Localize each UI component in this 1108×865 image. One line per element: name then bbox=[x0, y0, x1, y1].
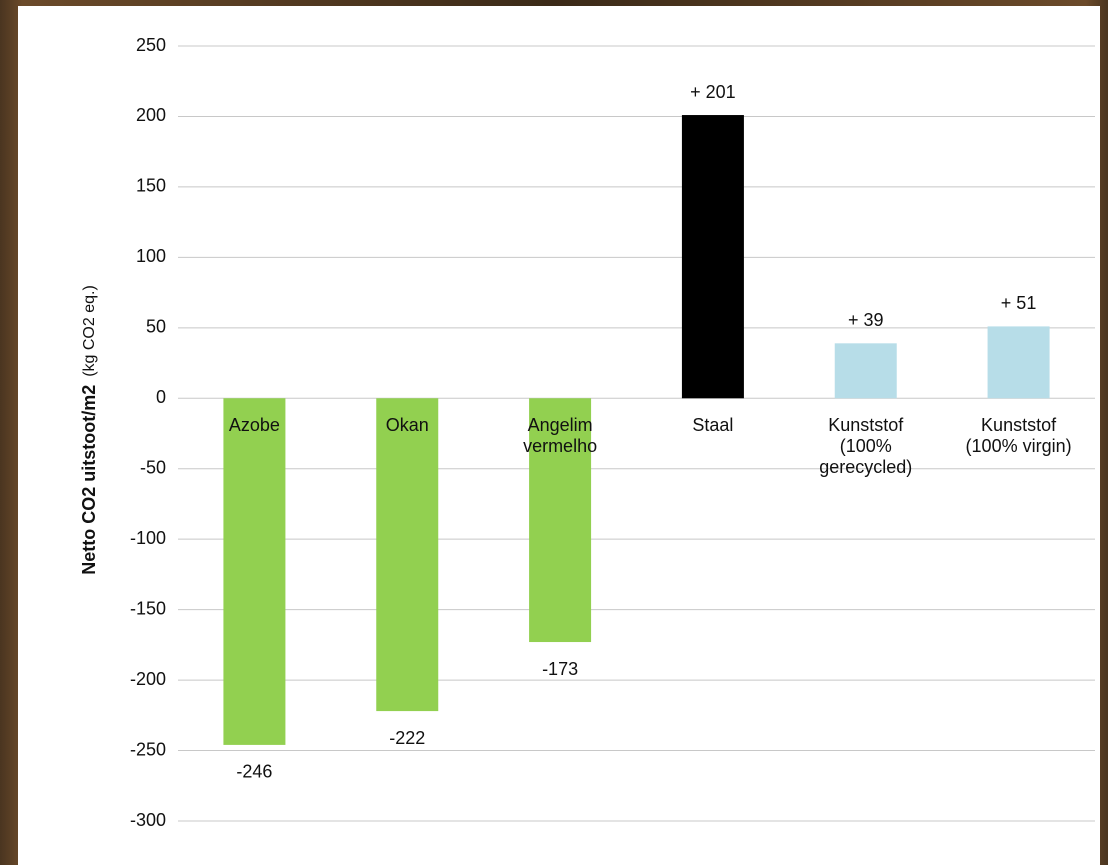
x-tick-label: Azobe bbox=[229, 415, 280, 435]
x-tick-label: vermelho bbox=[523, 436, 597, 456]
value-label: -173 bbox=[542, 659, 578, 679]
y-tick-label: 0 bbox=[156, 387, 166, 407]
bar bbox=[834, 343, 897, 399]
y-tick-label: 150 bbox=[136, 176, 166, 196]
y-tick-label: -250 bbox=[130, 739, 166, 759]
y-tick-label: -200 bbox=[130, 669, 166, 689]
x-tick-label: (100% bbox=[840, 436, 892, 456]
bar bbox=[987, 326, 1050, 399]
y-tick-label: 200 bbox=[136, 105, 166, 125]
value-label: + 51 bbox=[1001, 293, 1037, 313]
value-label: + 201 bbox=[690, 82, 736, 102]
x-tick-label: Staal bbox=[692, 415, 733, 435]
y-axis-unit: (kg CO2 eq.) bbox=[81, 285, 98, 377]
bar bbox=[529, 398, 592, 643]
bar bbox=[376, 398, 439, 712]
x-tick-label: gerecycled) bbox=[819, 457, 912, 477]
x-tick-label: Kunststof bbox=[828, 415, 904, 435]
x-tick-label: Okan bbox=[386, 415, 429, 435]
bar bbox=[223, 398, 286, 745]
y-tick-label: -150 bbox=[130, 598, 166, 618]
value-label: -222 bbox=[389, 728, 425, 748]
y-axis-label: Netto CO2 uitstoot/m2 (kg CO2 eq.) bbox=[79, 285, 99, 575]
y-tick-label: -300 bbox=[130, 810, 166, 830]
y-tick-label: 50 bbox=[146, 317, 166, 337]
y-axis-title: Netto CO2 uitstoot/m2 bbox=[79, 385, 99, 575]
value-label: + 39 bbox=[848, 310, 884, 330]
y-tick-label: 250 bbox=[136, 35, 166, 55]
y-tick-label: -100 bbox=[130, 528, 166, 548]
y-tick-label: 100 bbox=[136, 246, 166, 266]
x-tick-label: (100% virgin) bbox=[966, 436, 1072, 456]
x-tick-label: Angelim bbox=[528, 415, 593, 435]
y-tick-label: -50 bbox=[140, 457, 166, 477]
value-label: -246 bbox=[236, 762, 272, 782]
bar bbox=[681, 115, 744, 399]
x-tick-label: Kunststof bbox=[981, 415, 1057, 435]
